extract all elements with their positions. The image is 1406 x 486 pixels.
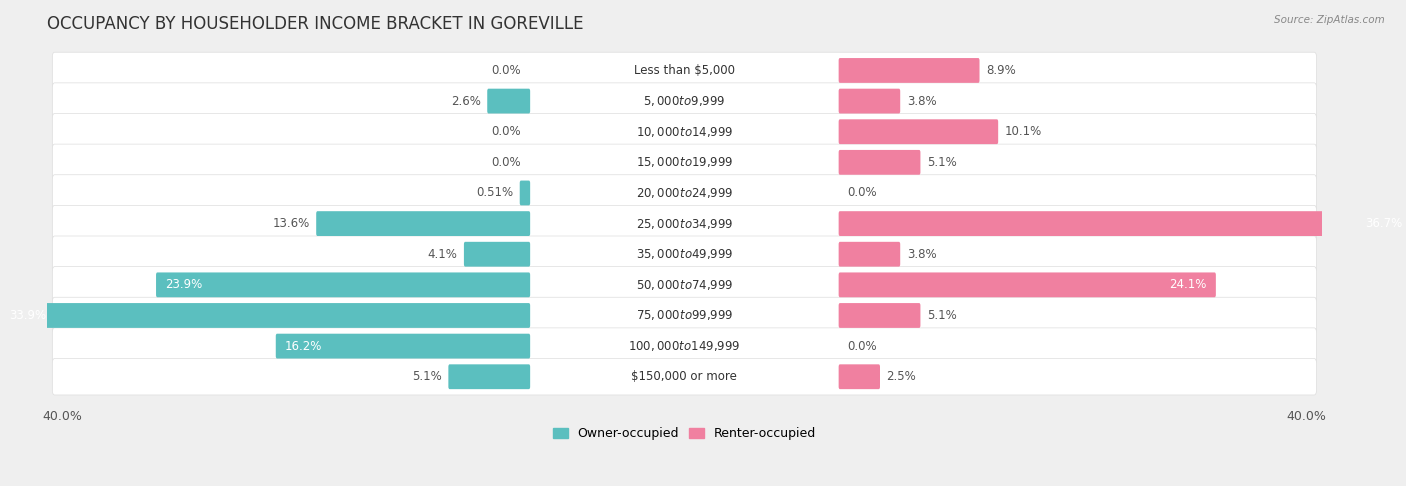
Text: $25,000 to $34,999: $25,000 to $34,999	[636, 217, 733, 230]
FancyBboxPatch shape	[52, 114, 1316, 150]
FancyBboxPatch shape	[52, 144, 1316, 181]
Text: 0.0%: 0.0%	[492, 156, 522, 169]
Text: 0.51%: 0.51%	[477, 187, 513, 199]
Text: Source: ZipAtlas.com: Source: ZipAtlas.com	[1274, 15, 1385, 25]
FancyBboxPatch shape	[52, 236, 1316, 273]
Text: 8.9%: 8.9%	[986, 64, 1015, 77]
Legend: Owner-occupied, Renter-occupied: Owner-occupied, Renter-occupied	[547, 422, 821, 445]
FancyBboxPatch shape	[464, 242, 530, 267]
FancyBboxPatch shape	[52, 359, 1316, 395]
Text: $15,000 to $19,999: $15,000 to $19,999	[636, 156, 733, 169]
Text: 0.0%: 0.0%	[848, 187, 877, 199]
Text: 0.0%: 0.0%	[492, 64, 522, 77]
FancyBboxPatch shape	[520, 181, 530, 206]
FancyBboxPatch shape	[276, 334, 530, 359]
Text: 0.0%: 0.0%	[492, 125, 522, 138]
Text: $150,000 or more: $150,000 or more	[631, 370, 737, 383]
FancyBboxPatch shape	[838, 364, 880, 389]
Text: 5.1%: 5.1%	[927, 309, 956, 322]
FancyBboxPatch shape	[0, 303, 530, 328]
FancyBboxPatch shape	[52, 206, 1316, 242]
FancyBboxPatch shape	[838, 303, 921, 328]
Text: 24.1%: 24.1%	[1170, 278, 1206, 291]
FancyBboxPatch shape	[838, 211, 1406, 236]
FancyBboxPatch shape	[52, 175, 1316, 211]
FancyBboxPatch shape	[838, 119, 998, 144]
FancyBboxPatch shape	[52, 297, 1316, 334]
FancyBboxPatch shape	[838, 88, 900, 114]
Text: $35,000 to $49,999: $35,000 to $49,999	[636, 247, 733, 261]
Text: 2.5%: 2.5%	[887, 370, 917, 383]
Text: 4.1%: 4.1%	[427, 248, 457, 260]
Text: 33.9%: 33.9%	[10, 309, 46, 322]
Text: 10.1%: 10.1%	[1005, 125, 1042, 138]
Text: Less than $5,000: Less than $5,000	[634, 64, 735, 77]
FancyBboxPatch shape	[838, 150, 921, 175]
FancyBboxPatch shape	[52, 267, 1316, 303]
Text: $50,000 to $74,999: $50,000 to $74,999	[636, 278, 733, 292]
Text: 0.0%: 0.0%	[848, 340, 877, 353]
Text: 5.1%: 5.1%	[412, 370, 441, 383]
Text: $10,000 to $14,999: $10,000 to $14,999	[636, 125, 733, 139]
Text: 3.8%: 3.8%	[907, 95, 936, 107]
FancyBboxPatch shape	[52, 52, 1316, 88]
FancyBboxPatch shape	[52, 83, 1316, 119]
FancyBboxPatch shape	[52, 328, 1316, 364]
FancyBboxPatch shape	[316, 211, 530, 236]
Text: $20,000 to $24,999: $20,000 to $24,999	[636, 186, 733, 200]
FancyBboxPatch shape	[449, 364, 530, 389]
Text: 3.8%: 3.8%	[907, 248, 936, 260]
FancyBboxPatch shape	[838, 58, 980, 83]
Text: OCCUPANCY BY HOUSEHOLDER INCOME BRACKET IN GOREVILLE: OCCUPANCY BY HOUSEHOLDER INCOME BRACKET …	[46, 15, 583, 33]
Text: 36.7%: 36.7%	[1365, 217, 1403, 230]
Text: 13.6%: 13.6%	[273, 217, 309, 230]
FancyBboxPatch shape	[488, 88, 530, 114]
FancyBboxPatch shape	[838, 273, 1216, 297]
Text: 5.1%: 5.1%	[927, 156, 956, 169]
Text: $100,000 to $149,999: $100,000 to $149,999	[628, 339, 741, 353]
Text: $75,000 to $99,999: $75,000 to $99,999	[636, 309, 733, 323]
Text: 2.6%: 2.6%	[451, 95, 481, 107]
Text: $5,000 to $9,999: $5,000 to $9,999	[643, 94, 725, 108]
Text: 23.9%: 23.9%	[165, 278, 202, 291]
FancyBboxPatch shape	[156, 273, 530, 297]
FancyBboxPatch shape	[838, 242, 900, 267]
Text: 16.2%: 16.2%	[285, 340, 322, 353]
